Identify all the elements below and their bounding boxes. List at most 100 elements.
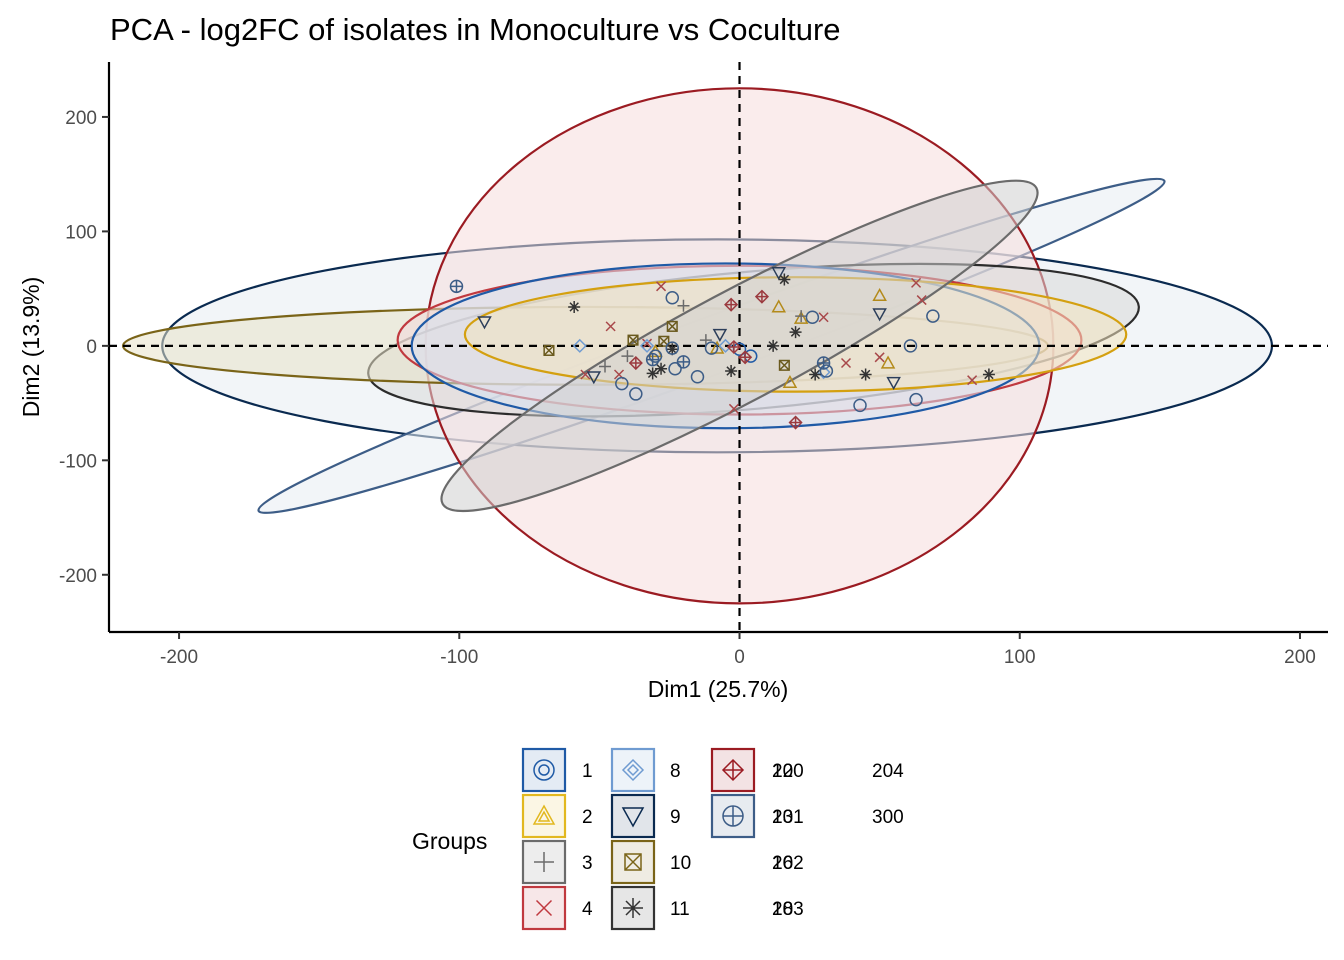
point-group-11-3 (666, 343, 679, 356)
point-group-3-2 (621, 350, 634, 363)
point-group-13-0 (665, 291, 680, 305)
point-group-13-2 (629, 387, 643, 401)
point-group-9-3 (872, 308, 887, 322)
legend-key-9 (610, 793, 656, 839)
legend-key-11 (610, 885, 656, 931)
point-group-13-3 (816, 356, 831, 370)
x-tick-label--200: -200 (160, 647, 198, 668)
legend-label-16: 16 (772, 853, 793, 874)
point-group-13-5 (668, 361, 682, 376)
legend-key-12 (710, 747, 756, 793)
y-tick-label--200: -200 (59, 566, 97, 587)
point-group-4-7 (818, 312, 829, 323)
legend-label-10: 10 (670, 853, 691, 874)
point-group-10-3 (778, 359, 790, 371)
legend-label-11: 11 (670, 899, 690, 920)
y-tick-label-100: 100 (65, 222, 97, 243)
point-group-12-3 (754, 289, 769, 304)
y-tick-label--100: -100 (59, 451, 97, 472)
point-group-11-2 (655, 362, 668, 375)
legend-label-18: 18 (772, 899, 793, 920)
legend-label-2: 2 (582, 807, 593, 828)
point-group-11-0 (568, 300, 581, 313)
point-group-11-4 (767, 339, 780, 352)
point-group-13-11 (903, 339, 918, 353)
point-group-9-5 (771, 267, 787, 281)
legend-label-1: 1 (582, 761, 593, 782)
point-group-12-5 (738, 350, 753, 365)
point-group-10-1 (627, 334, 639, 346)
point-group-2-2 (880, 355, 896, 369)
x-tick-label-100: 100 (1004, 647, 1036, 668)
legend-title: Groups (412, 828, 487, 854)
point-group-2-3 (709, 340, 725, 354)
point-group-2-4 (782, 374, 798, 389)
point-group-9-0 (477, 316, 492, 330)
x-tick-label-0: 0 (734, 647, 745, 668)
legend-label-202: 202 (772, 853, 804, 874)
legend: Groups 123489101112131618200201202203204… (412, 747, 904, 931)
legend-label-3: 3 (582, 853, 593, 874)
point-group-13-10 (926, 309, 940, 323)
legend-label-12: 12 (772, 761, 793, 782)
data-points (449, 267, 995, 430)
point-group-13-6 (690, 370, 705, 384)
point-group-13-1 (645, 352, 660, 367)
point-group-8-3 (639, 338, 655, 353)
point-group-9-1 (586, 371, 602, 385)
point-group-4-0 (656, 281, 667, 292)
legend-key-13 (710, 793, 756, 839)
point-group-11-8 (859, 368, 872, 381)
legend-key-8 (610, 747, 656, 793)
legend-key-3 (521, 839, 567, 885)
point-group-9-4 (712, 328, 728, 342)
legend-key-10 (610, 839, 656, 885)
legend-label-9: 9 (670, 807, 681, 828)
point-group-10-0 (543, 344, 555, 356)
point-group-4-8 (840, 357, 852, 369)
point-group-11-10 (725, 365, 738, 378)
point-group-4-2 (642, 338, 653, 349)
point-group-11-7 (809, 368, 822, 381)
point-group-13-0 (449, 279, 464, 294)
point-group-9-2 (886, 376, 901, 391)
point-group-13-13 (704, 341, 719, 355)
x-tick-label-200: 200 (1284, 647, 1316, 668)
point-group-3-1 (795, 310, 808, 323)
point-group-12-1 (628, 355, 643, 371)
point-group-2-1 (771, 299, 787, 313)
point-group-4-1 (605, 321, 616, 332)
point-group-4-10 (874, 352, 885, 363)
y-tick-label-200: 200 (65, 108, 97, 129)
point-group-11-1 (646, 367, 659, 380)
point-group-13-7 (805, 310, 820, 324)
point-group-3-0 (677, 299, 690, 312)
x-tick-label--100: -100 (440, 647, 478, 668)
point-group-11-6 (789, 326, 802, 339)
legend-key-4 (521, 885, 567, 931)
legend-label-8: 8 (670, 761, 681, 782)
point-group-2-6 (793, 310, 809, 324)
point-group-3-4 (599, 360, 612, 373)
point-group-13-1 (615, 376, 629, 391)
legend-key-2 (521, 793, 567, 839)
point-group-13-3 (665, 341, 680, 355)
point-group-11-9 (982, 368, 995, 381)
legend-label-200: 200 (772, 761, 804, 782)
point-group-8-1 (816, 365, 831, 380)
legend-label-4: 4 (582, 899, 593, 920)
point-group-11-5 (778, 273, 791, 286)
legend-label-13: 13 (772, 807, 793, 828)
point-group-12-4 (788, 415, 803, 430)
legend-label-300: 300 (872, 807, 904, 828)
point-group-8-0 (572, 338, 587, 353)
legend-label-204: 204 (872, 761, 904, 782)
point-group-13-12 (819, 364, 834, 378)
point-group-13-9 (909, 392, 923, 407)
legend-key-1 (521, 747, 567, 793)
point-group-4-9 (728, 403, 739, 414)
x-axis-title: Dim1 (25.7%) (648, 676, 789, 702)
point-group-3-3 (699, 334, 712, 347)
point-group-10-2 (658, 335, 670, 347)
